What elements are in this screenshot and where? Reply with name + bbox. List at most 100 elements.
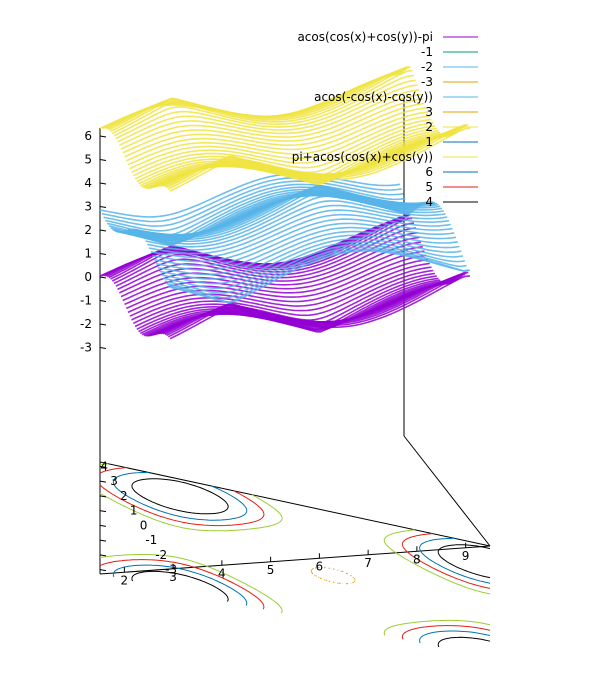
surface-mesh-line — [157, 230, 458, 276]
z-tick — [99, 347, 107, 349]
legend: acos(cos(x)+cos(y))-pi-1-2-3acos(-cos(x)… — [292, 30, 478, 209]
surface-mesh-line — [111, 69, 413, 135]
y-tick-label: 2 — [120, 489, 128, 503]
legend-level-label: 1 — [425, 135, 433, 149]
y-tick — [99, 554, 107, 557]
surface-mesh-line — [164, 244, 465, 294]
z-tick — [99, 229, 107, 232]
surface-mesh-line — [147, 204, 448, 251]
y-tick — [99, 569, 107, 572]
z-tick-label: -1 — [80, 294, 92, 308]
surface-mesh-line — [99, 73, 401, 130]
z-tick-label: 0 — [84, 270, 92, 284]
surface-mesh-line — [127, 258, 429, 314]
surface-mesh-line — [105, 183, 406, 232]
surface-mesh-line — [132, 269, 434, 325]
z-tick — [99, 135, 107, 138]
x-tick-label: 7 — [364, 556, 372, 570]
y-tick — [99, 524, 107, 527]
legend-level-label: -2 — [421, 60, 433, 74]
x-tick-label: 5 — [267, 563, 275, 577]
surface-mesh-line — [152, 218, 453, 263]
surface-mesh-line — [108, 188, 409, 242]
surface-mesh-line — [125, 107, 427, 162]
y-tick — [99, 465, 107, 468]
surface-mesh-line — [118, 89, 420, 147]
legend-level-label: 2 — [425, 120, 433, 134]
surface-mesh-line — [136, 127, 437, 183]
y-tick-label: 1 — [130, 504, 138, 518]
z-tick-label: -3 — [80, 341, 92, 355]
z-tick-label: -2 — [80, 317, 92, 331]
surface-mesh-line — [150, 213, 451, 259]
x-tick-label: 3 — [169, 570, 177, 584]
x-tick-label: 6 — [316, 559, 324, 573]
z-tick — [99, 182, 107, 185]
z-tick-label: 2 — [84, 223, 92, 237]
surface-mesh-line — [139, 279, 441, 335]
z-tick-label: 6 — [84, 129, 92, 143]
surface-mesh-line — [99, 220, 401, 277]
z-axis: 6 5 4 3 2 1 0 -1 -2 -3 — [80, 100, 405, 462]
surface-mesh-line — [131, 118, 432, 174]
surface-mesh-line — [138, 277, 439, 333]
x-axis: 2 3 4 5 6 7 8 9 — [121, 542, 469, 587]
base-plane-right-edge — [403, 435, 491, 547]
surface-mesh-line — [139, 131, 441, 187]
y-tick — [99, 480, 107, 483]
surface-mesh-line — [132, 122, 434, 177]
z-tick-label: 5 — [84, 153, 92, 167]
surface-mesh-line — [117, 84, 418, 143]
contour-line — [310, 567, 356, 585]
surface-mesh-line — [120, 93, 422, 150]
z-tick-label: 4 — [84, 176, 92, 190]
z-tick — [99, 159, 107, 161]
y-tick — [99, 510, 107, 513]
legend-series-label: acos(cos(x)+cos(y))-pi — [297, 30, 433, 44]
surface-mesh-line — [168, 248, 469, 304]
base-plane-front-edge — [99, 436, 491, 547]
x-tick-label: 4 — [218, 566, 226, 580]
x-tick-label: 8 — [413, 552, 421, 566]
surface-mesh-line — [99, 173, 401, 218]
y-tick-label: 3 — [110, 474, 118, 488]
y-tick — [99, 495, 107, 498]
contour-plot — [99, 463, 491, 648]
surface-mesh-line — [129, 115, 430, 170]
surface-mesh-line — [124, 102, 425, 158]
surface-mesh-line — [161, 237, 462, 285]
surface-mesh-line — [106, 186, 408, 237]
surface-mesh-line — [138, 129, 439, 185]
surface-mesh-line — [134, 272, 436, 328]
surface-mesh-line — [103, 180, 404, 227]
legend-level-label: 6 — [425, 165, 433, 179]
y-tick-label: -3 — [165, 563, 177, 577]
legend-level-label: -3 — [421, 75, 433, 89]
legend-level-label: 4 — [425, 195, 433, 209]
surface-mesh-line — [134, 125, 436, 180]
surface-mesh-line — [148, 209, 450, 255]
surface-mesh-line — [159, 234, 460, 280]
surface-mesh-line — [154, 222, 455, 267]
legend-level-label: 3 — [425, 105, 433, 119]
z-tick — [99, 206, 107, 208]
z-tick-label: 1 — [84, 247, 92, 261]
legend-level-label: -1 — [421, 45, 433, 59]
legend-series-label: acos(-cos(x)-cos(y)) — [314, 90, 433, 104]
surface-mesh-line — [115, 79, 416, 140]
base-plane-bottom-edge — [99, 545, 491, 575]
surface-2 — [99, 173, 471, 304]
surface-mesh-line — [162, 241, 464, 290]
y-tick-label: 4 — [100, 459, 108, 473]
contour-line — [112, 472, 491, 644]
y-tick-label: -2 — [155, 548, 167, 562]
x-tick-label: 2 — [121, 573, 129, 587]
y-tick-label: 0 — [140, 518, 148, 532]
surface-mesh-line — [129, 262, 430, 317]
surfaces — [99, 66, 471, 340]
surface-mesh-line — [155, 226, 457, 271]
surface-mesh-line — [113, 74, 415, 137]
legend-series-label: pi+acos(cos(x)+cos(y)) — [292, 150, 433, 164]
z-tick — [99, 300, 107, 302]
